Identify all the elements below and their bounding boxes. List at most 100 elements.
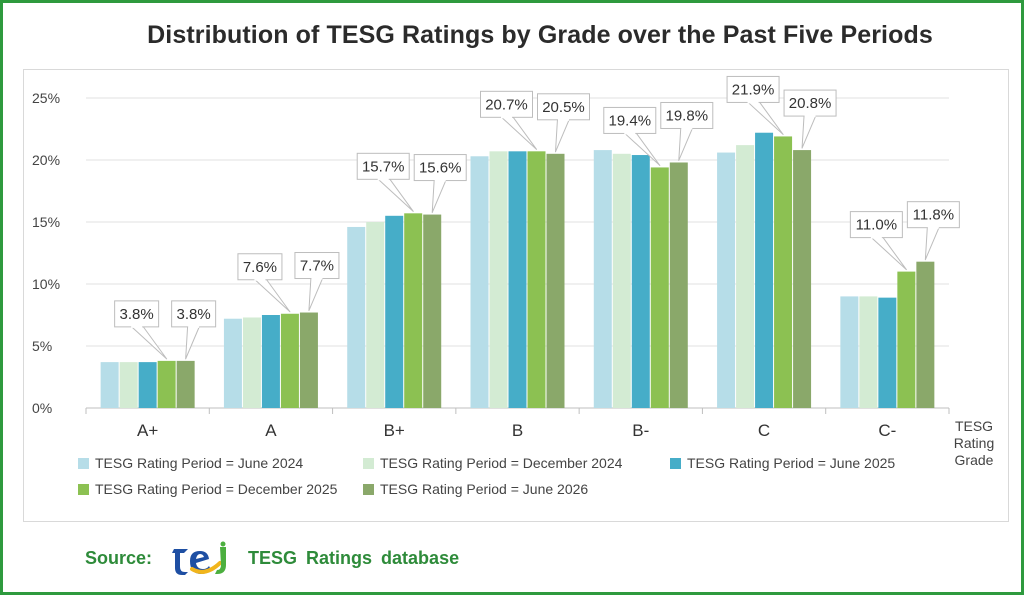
callout-box — [906, 201, 960, 229]
data-label: 19.4% — [609, 112, 652, 129]
callout-box — [726, 75, 780, 103]
data-labels: 3.8% 3.8% 7.6% 7.7% 15.7% 15.6% 20.7% 20.5% 19.4… — [114, 75, 960, 360]
bar — [631, 155, 650, 408]
data-label-callout: 11.8% — [906, 201, 960, 261]
plot-panel: 0% 5% 10% 15% 20% 25% A+ A B+ B B- C C- TESG Rating Gra… — [23, 69, 1009, 522]
bar — [489, 151, 508, 408]
callout-pointer — [678, 126, 694, 161]
x-axis-title-line: TESG — [955, 418, 993, 434]
chart-title: Distribution of TESG Ratings by Grade ov… — [147, 21, 933, 49]
bar — [347, 226, 366, 408]
callout-box — [237, 253, 283, 281]
bar — [223, 318, 242, 408]
callout-pointer — [801, 114, 817, 149]
legend: TESG Rating Period = June 2024 TESG Ratin… — [78, 455, 895, 497]
legend-item: TESG Rating Period = December 2024 — [363, 455, 623, 471]
x-tick-label: A — [265, 421, 277, 440]
bar — [470, 156, 489, 408]
bar — [385, 215, 404, 408]
y-tick-label: 5% — [32, 338, 52, 354]
legend-label: TESG Rating Period = December 2025 — [95, 481, 338, 497]
callout-box — [660, 101, 714, 129]
callout-box — [849, 211, 903, 239]
callout-box — [413, 154, 467, 182]
callout-box — [537, 93, 590, 121]
callout-pointer — [869, 236, 907, 271]
legend-swatch — [78, 484, 89, 495]
legend-item: TESG Rating Period = December 2025 — [78, 481, 338, 497]
source-text: TESG Ratings database — [248, 547, 460, 568]
bar — [366, 222, 385, 408]
callout-pointer — [555, 118, 570, 153]
data-label: 15.6% — [419, 160, 462, 177]
y-tick-label: 0% — [32, 400, 52, 416]
data-label-callout: 20.7% — [480, 90, 537, 150]
bars — [100, 132, 935, 408]
bar — [650, 167, 669, 408]
callout-pointer — [130, 325, 168, 360]
callout-box — [356, 152, 410, 180]
x-tick-label: B+ — [384, 421, 405, 440]
data-label: 11.8% — [913, 207, 954, 224]
callout-pointer — [308, 277, 324, 312]
source-label: Source: — [85, 547, 153, 568]
callout-box — [294, 252, 340, 280]
bar — [527, 151, 546, 408]
bar — [859, 296, 878, 408]
bar — [717, 152, 736, 408]
data-label-callout: 7.7% — [294, 252, 340, 312]
source-line: Source: TESG Ratings database — [85, 541, 459, 575]
bar — [669, 162, 688, 408]
bar — [916, 261, 935, 408]
bar — [242, 317, 261, 408]
legend-swatch — [78, 458, 89, 469]
bar — [508, 151, 527, 408]
data-label: 20.7% — [485, 96, 528, 113]
bar — [755, 132, 774, 408]
bar — [280, 313, 299, 408]
callout-pointer — [376, 177, 414, 212]
data-label-callout: 19.8% — [660, 101, 714, 161]
legend-item: TESG Rating Period = June 2025 — [670, 455, 895, 471]
callout-box — [171, 300, 217, 328]
callout-box — [603, 106, 657, 134]
y-tick-label: 15% — [32, 214, 60, 230]
legend-swatch — [363, 484, 374, 495]
bar — [176, 360, 195, 408]
callout-pointer — [431, 179, 447, 214]
x-tick-label: B — [512, 421, 523, 440]
bar — [100, 362, 119, 408]
bar — [546, 153, 565, 408]
bar — [404, 213, 423, 408]
bar — [138, 362, 157, 408]
data-label-callout: 15.6% — [413, 154, 467, 214]
data-label-callout: 11.0% — [849, 211, 907, 271]
x-axis-title-line: Grade — [955, 452, 994, 468]
bar — [897, 271, 916, 408]
bar — [157, 360, 176, 408]
callout-pointer — [185, 325, 201, 360]
data-label-callout: 7.6% — [237, 253, 291, 313]
data-label-callout: 19.4% — [603, 106, 661, 166]
data-label-callout: 20.5% — [537, 93, 590, 153]
bar-chart: 0% 5% 10% 15% 20% 25% A+ A B+ B B- C C- TESG Rating Gra… — [32, 75, 994, 497]
bar — [793, 150, 812, 408]
x-tick-label: A+ — [137, 421, 158, 440]
callout-box — [480, 90, 533, 118]
legend-item: TESG Rating Period = June 2026 — [363, 481, 588, 497]
data-label-callout: 21.9% — [726, 75, 784, 135]
callout-pointer — [746, 100, 784, 135]
legend-label: TESG Rating Period = December 2024 — [380, 455, 623, 471]
legend-label: TESG Rating Period = June 2026 — [380, 481, 588, 497]
data-label: 20.5% — [542, 99, 585, 116]
bar — [878, 297, 897, 408]
callout-pointer — [924, 226, 940, 261]
bar — [593, 150, 612, 408]
data-label-callout: 15.7% — [356, 152, 414, 212]
y-tick-label: 10% — [32, 276, 60, 292]
data-label: 21.9% — [732, 81, 775, 98]
legend-swatch — [670, 458, 681, 469]
bar — [736, 145, 755, 408]
data-label-callout: 20.8% — [783, 89, 837, 149]
